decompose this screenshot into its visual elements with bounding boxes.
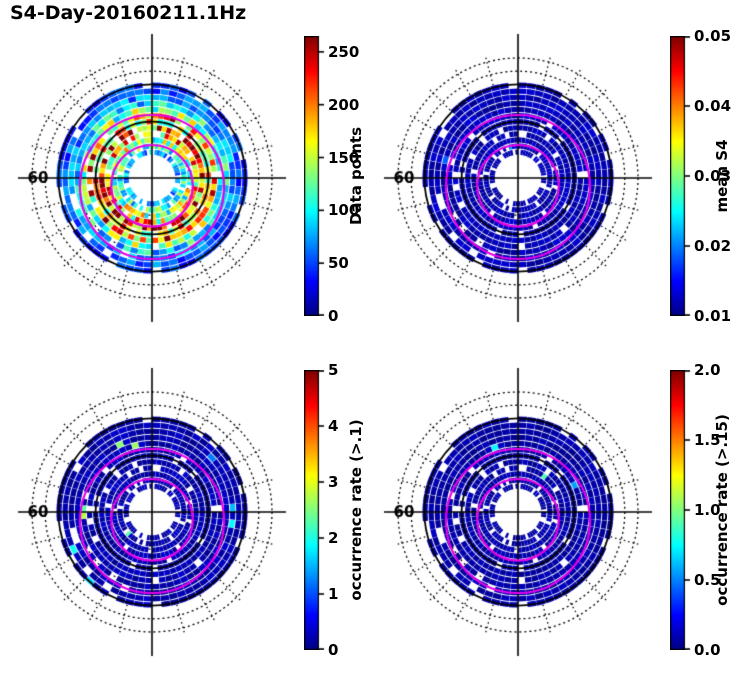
- colorbar-tick-label: 0: [328, 307, 339, 325]
- colorbar-data-points: [304, 36, 326, 316]
- panel-occurrence-rate-gt-015: 0.0 0.5 1.0 1.5 2.0 occurrence rate (>.15): [378, 361, 731, 674]
- colorbar-tick-label: 50: [328, 254, 349, 273]
- colorbar-tick-label: 150: [328, 148, 360, 167]
- colorbar-tick-label: 250: [328, 42, 360, 61]
- colorbar-label-occurrence-rate-gt-01: occurrence rate (>.1): [347, 419, 365, 601]
- figure-title: S4-Day-20160211.1Hz: [10, 2, 247, 24]
- colorbar-ticks: 0.0 0.5 1.0 1.5 2.0: [694, 361, 731, 659]
- polar-dial-occurrence-rate-gt-015: [378, 362, 658, 662]
- colorbar-label-occurrence-rate-gt-015: occurrence rate (>.15): [713, 414, 731, 606]
- colorbar-ticks: 0 50 100 150 200 250: [328, 36, 374, 325]
- polar-dial-mean-s4: [378, 28, 658, 328]
- panel-mean-s4: 0.01 0.02 0.03 0.04 0.05 mean S4: [378, 27, 731, 368]
- polar-dial-data-points: [12, 28, 292, 328]
- colorbar-tick-label: 0.01: [694, 307, 731, 325]
- colorbar-tick-label: 3: [328, 473, 339, 491]
- colorbar-occurrence-rate-gt-01: [304, 370, 326, 650]
- panel-data-points: 0 50 100 150 200 250 Data points: [12, 28, 372, 368]
- colorbar-ticks: 0.01 0.02 0.03 0.04 0.05: [694, 27, 731, 325]
- colorbar-ticks: 0 1 2 3 4 5: [328, 361, 374, 659]
- colorbar-tick-label: 0.05: [694, 27, 731, 45]
- colorbar-occurrence-rate-gt-015: [670, 370, 692, 650]
- colorbar-tick-label: 100: [328, 201, 360, 220]
- colorbar-tick-label: 0.02: [694, 237, 731, 255]
- colorbar-tick-label: 0: [328, 641, 339, 659]
- colorbar-tick-label: 1.5: [694, 431, 721, 449]
- colorbar-tick-label: 2: [328, 529, 339, 547]
- colorbar-mean-s4: [670, 36, 692, 316]
- colorbar-tick-label: 1: [328, 585, 339, 603]
- colorbar-tick-label: 0.5: [694, 571, 721, 589]
- colorbar-tick-label: 2.0: [694, 361, 721, 379]
- polar-dial-occurrence-rate-gt-01: [12, 362, 292, 662]
- colorbar-tick-label: 200: [328, 95, 360, 114]
- colorbar-tick-label: 5: [328, 361, 339, 379]
- colorbar-tick-label: 0.0: [694, 641, 721, 659]
- colorbar-tick-label: 4: [328, 417, 339, 435]
- colorbar-tick-label: 1.0: [694, 501, 721, 519]
- colorbar-tick-label: 0.03: [694, 167, 731, 185]
- colorbar-label-data-points: Data points: [347, 126, 365, 226]
- colorbar-label-mean-s4: mean S4: [713, 139, 731, 213]
- panel-occurrence-rate-gt-01: 0 1 2 3 4 5 occurrence rate (>.1): [12, 361, 374, 674]
- colorbar-tick-label: 0.04: [694, 97, 731, 115]
